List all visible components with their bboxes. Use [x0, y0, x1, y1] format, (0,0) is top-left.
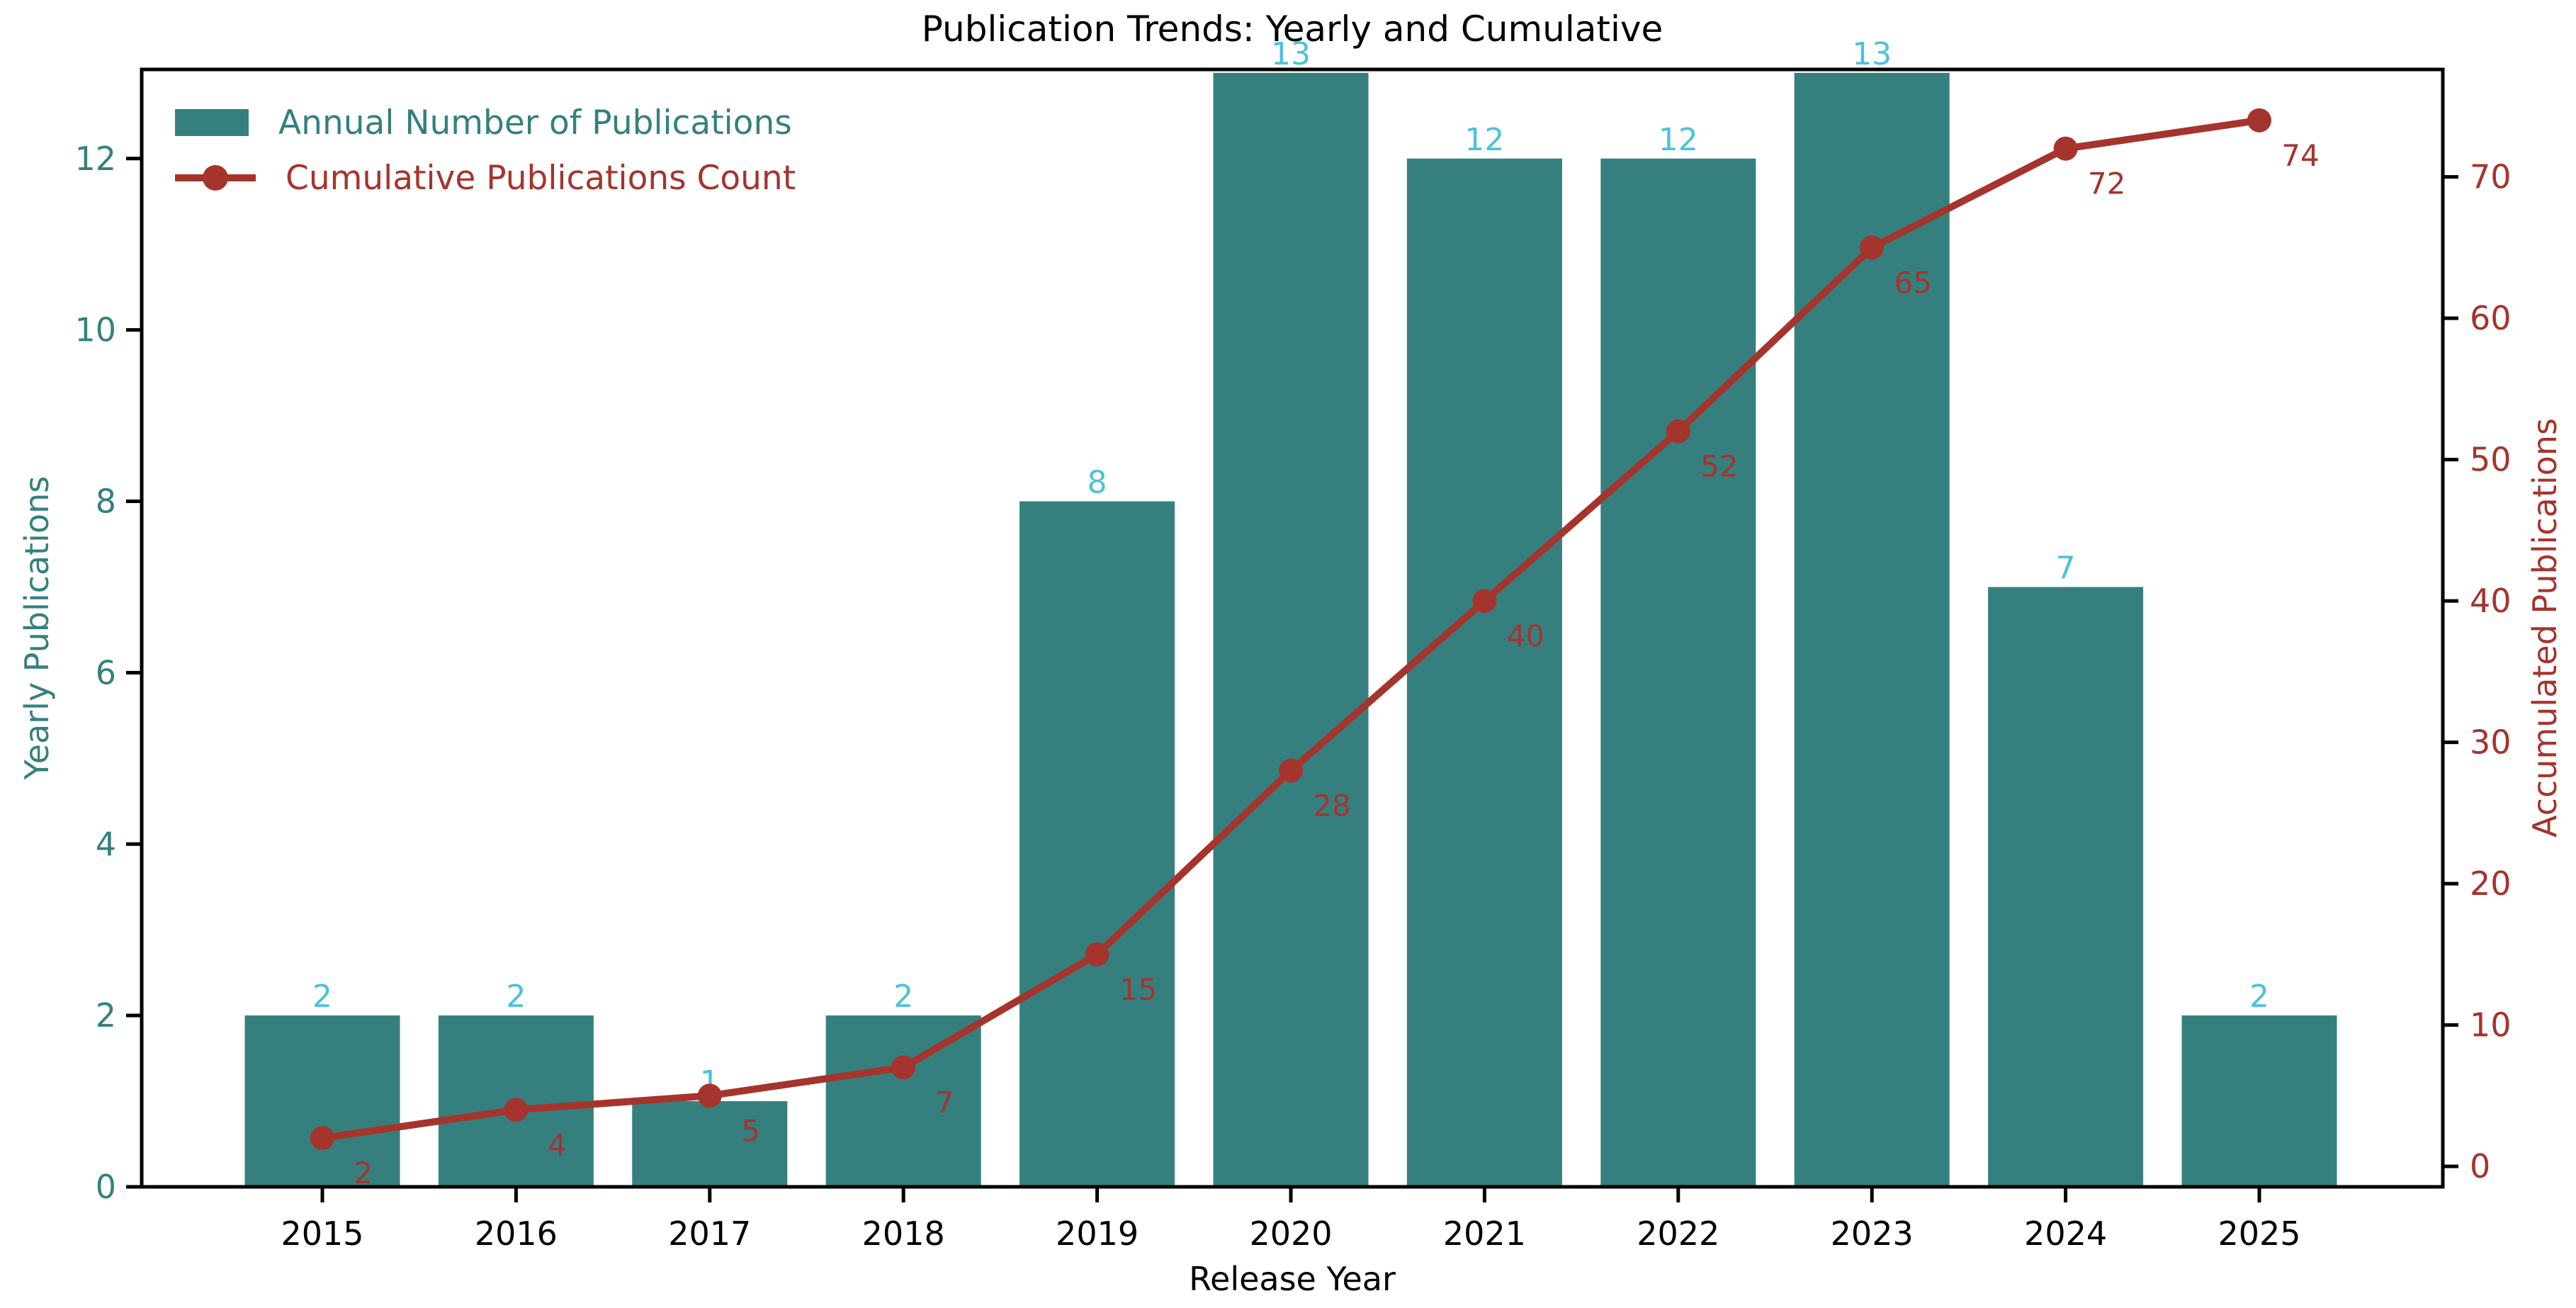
bar-value-label-2015: 2: [312, 979, 332, 1015]
y-left-tick-label-2: 2: [96, 996, 116, 1034]
bar-2018: [825, 1015, 981, 1187]
y-left-tick-label-10: 10: [74, 311, 116, 349]
line-series-swatch-icon: [175, 164, 256, 191]
cumulative-point-2017: [697, 1083, 722, 1108]
cumulative-value-label-2020: 28: [1313, 788, 1350, 823]
bar-value-label-2023: 13: [1852, 36, 1892, 72]
bar-2024: [1988, 587, 2144, 1187]
chart-title: Publication Trends: Yearly and Cumulativ…: [921, 9, 1663, 50]
bar-2021: [1406, 158, 1562, 1188]
cumulative-value-label-2015: 2: [354, 1156, 373, 1190]
bar-value-label-2016: 2: [506, 979, 526, 1015]
y-left-tick-label-6: 6: [96, 653, 116, 692]
y-right-tick-label-30: 30: [2470, 723, 2512, 762]
x-tick-label-2023: 2023: [1831, 1214, 1914, 1253]
cumulative-value-label-2018: 7: [935, 1085, 954, 1120]
bar-value-label-2024: 7: [2056, 550, 2076, 586]
cumulative-value-label-2017: 5: [741, 1113, 760, 1148]
cumulative-value-label-2021: 40: [1507, 619, 1544, 653]
cumulative-point-2019: [1085, 942, 1109, 966]
legend-item-annual: Annual Number of Publications: [175, 95, 796, 150]
x-tick-label-2022: 2022: [1637, 1214, 1719, 1253]
cumulative-value-label-2016: 4: [548, 1127, 567, 1162]
y-right-tick-label-20: 20: [2470, 864, 2512, 903]
x-tick-label-2018: 2018: [862, 1214, 945, 1253]
legend: Annual Number of Publications Cumulative…: [175, 95, 796, 205]
cumulative-point-2021: [1472, 589, 1497, 614]
legend-label-annual: Annual Number of Publications: [278, 103, 792, 142]
cumulative-value-label-2025: 74: [2281, 138, 2319, 173]
y-right-tick-label-50: 50: [2470, 441, 2512, 479]
x-tick-label-2019: 2019: [1056, 1214, 1139, 1253]
y-axis-title-right: Accumulated Publications: [2526, 418, 2564, 838]
line-swatch-dot-icon: [203, 165, 228, 191]
y-left-tick-label-0: 0: [96, 1168, 116, 1206]
cumulative-point-2016: [504, 1098, 529, 1122]
bar-value-label-2020: 13: [1271, 36, 1311, 72]
bar-2019: [1019, 501, 1175, 1187]
y-right-tick-label-40: 40: [2470, 582, 2512, 620]
cumulative-point-2015: [310, 1126, 334, 1151]
cumulative-value-label-2024: 72: [2088, 167, 2125, 201]
y-right-tick-label-60: 60: [2470, 299, 2512, 337]
cumulative-point-2022: [1666, 419, 1690, 444]
y-left-tick-label-4: 4: [96, 825, 116, 863]
x-tick-label-2015: 2015: [281, 1214, 363, 1253]
y-left-tick-label-8: 8: [96, 483, 116, 521]
y-left-tick-label-12: 12: [74, 140, 116, 178]
cumulative-point-2024: [2053, 136, 2078, 161]
legend-item-cumulative: Cumulative Publications Count: [175, 150, 796, 205]
bar-2017: [632, 1101, 788, 1187]
x-tick-label-2020: 2020: [1249, 1214, 1332, 1253]
bar-2025: [2181, 1015, 2337, 1187]
cumulative-value-label-2023: 65: [1894, 265, 1931, 300]
x-tick-label-2017: 2017: [668, 1214, 751, 1253]
x-tick-label-2016: 2016: [475, 1214, 558, 1253]
y-right-tick-label-0: 0: [2470, 1147, 2490, 1185]
bar-value-label-2019: 8: [1088, 465, 1107, 501]
x-tick-label-2021: 2021: [1443, 1214, 1526, 1253]
y-right-tick-label-10: 10: [2470, 1006, 2512, 1044]
cumulative-point-2020: [1279, 758, 1303, 783]
bar-value-label-2018: 2: [893, 979, 913, 1015]
legend-label-cumulative: Cumulative Publications Count: [286, 158, 796, 198]
bar-value-label-2021: 12: [1464, 122, 1504, 158]
x-axis-title: Release Year: [1189, 1260, 1396, 1298]
x-tick-label-2024: 2024: [2024, 1214, 2107, 1253]
bar-2020: [1213, 72, 1369, 1188]
cumulative-value-label-2019: 15: [1119, 972, 1157, 1007]
cumulative-value-label-2022: 52: [1700, 449, 1738, 484]
y-axis-title-left: Yearly Publications: [18, 475, 56, 780]
cumulative-point-2018: [891, 1055, 916, 1080]
x-tick-label-2025: 2025: [2218, 1214, 2300, 1253]
bar-value-label-2022: 12: [1659, 122, 1698, 158]
y-right-tick-label-70: 70: [2470, 158, 2512, 196]
bar-2015: [244, 1015, 400, 1187]
cumulative-point-2023: [1860, 235, 1885, 260]
bar-value-label-2025: 2: [2249, 979, 2269, 1015]
bar-2022: [1600, 158, 1756, 1188]
cumulative-point-2025: [2247, 108, 2271, 133]
bar-series-swatch-icon: [175, 109, 249, 136]
